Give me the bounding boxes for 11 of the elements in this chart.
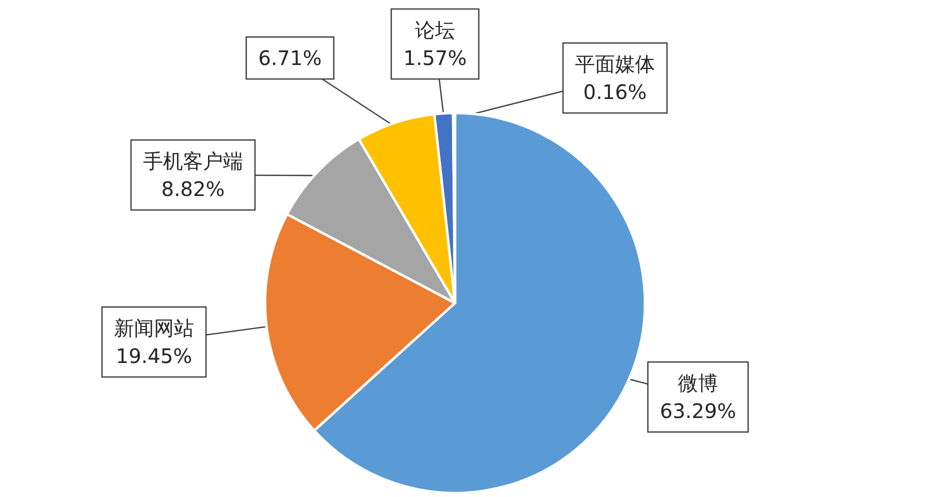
- data-label: 1.57%: [403, 46, 467, 70]
- slice-label: 微博: [678, 371, 718, 396]
- data-label: 0.16%: [583, 80, 647, 104]
- slice-label: 手机客户端: [143, 149, 243, 174]
- data-label: 6.71%: [258, 46, 322, 70]
- slice-label: 新闻网站: [114, 316, 194, 340]
- data-label: 63.29%: [660, 399, 736, 424]
- data-label: 8.82%: [161, 177, 225, 202]
- data-label: 19.45%: [116, 344, 192, 368]
- slice-label: 平面媒体: [575, 52, 655, 76]
- slice-label: 论坛: [415, 18, 455, 42]
